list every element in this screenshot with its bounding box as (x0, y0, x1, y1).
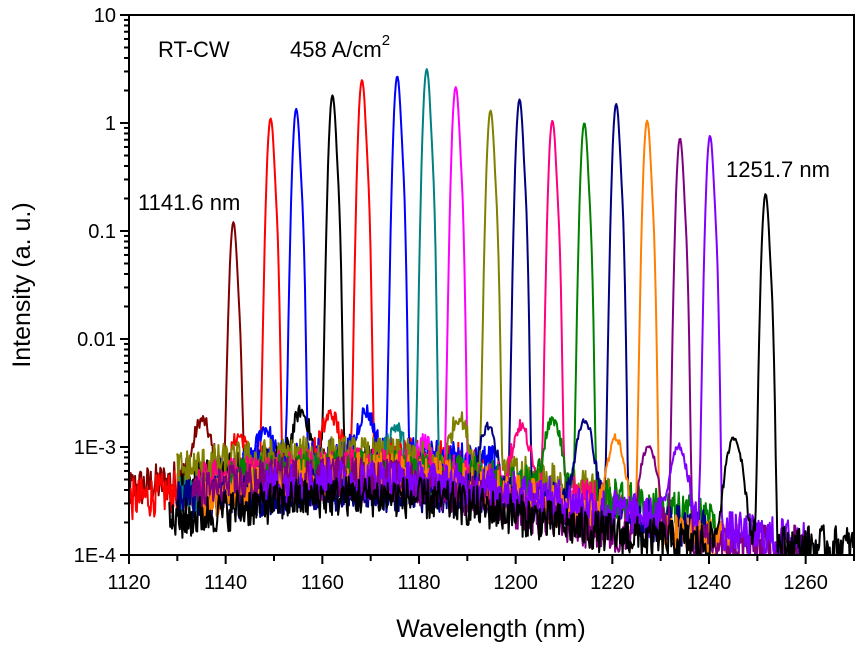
x-axis-title: Wavelength (nm) (396, 615, 585, 643)
annotation-current-density: 458 A/cm2 (290, 32, 390, 62)
x-axis: 1120 1140 1160 1180 1200 1220 1240 1260 (107, 555, 855, 594)
series-line-6 (241, 75, 499, 486)
series-line-15 (191, 137, 811, 555)
y-tick-label: 1 (105, 113, 116, 135)
x-tick-label: 1180 (397, 572, 440, 594)
x-tick-label: 1240 (687, 572, 732, 594)
y-tick-label: 0.1 (88, 221, 116, 243)
y-axis-title: Intensity (a. u.) (8, 202, 36, 367)
annotation-condition: RT-CW (158, 37, 230, 62)
x-tick-label: 1200 (493, 572, 538, 594)
x-tick-label: 1120 (107, 572, 150, 594)
y-tick-label: 0.01 (77, 329, 116, 351)
x-tick-label: 1260 (783, 572, 828, 594)
y-tick-label: 10 (94, 5, 116, 27)
x-tick-label: 1220 (590, 572, 635, 594)
annotation-longest-peak: 1251.7 nm (726, 157, 830, 182)
x-tick-label: 1140 (204, 572, 247, 594)
series-layer (129, 68, 854, 555)
plot-frame (128, 14, 855, 556)
annotation-superscript: 2 (382, 32, 390, 49)
y-tick-label: 1E-3 (74, 437, 116, 459)
y-axis: 1E-4 1E-3 0.01 0.1 1 10 (74, 5, 129, 567)
y-tick-label: 1E-4 (74, 545, 116, 567)
annotation-shortest-peak: 1141.6 nm (138, 190, 240, 215)
annotation-current-density-text: 458 A/cm (290, 37, 382, 62)
series-line-17 (168, 193, 854, 555)
x-tick-label: 1160 (301, 572, 344, 594)
